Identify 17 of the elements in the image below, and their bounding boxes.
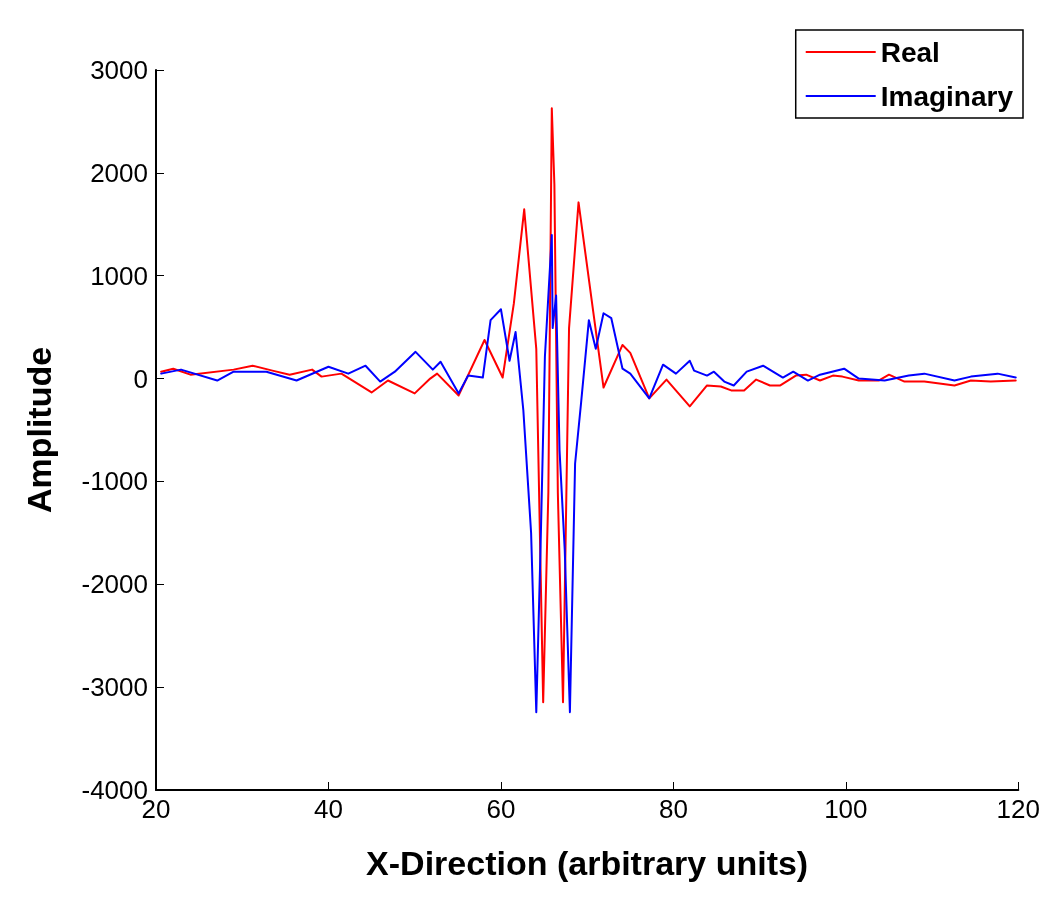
y-tick-label: -1000 <box>81 466 148 497</box>
y-tick-label: 2000 <box>90 157 148 188</box>
x-tick-label: 40 <box>314 794 343 824</box>
x-tick-label: 100 <box>824 794 868 824</box>
y-tick-label: -2000 <box>81 569 148 600</box>
y-tick-label: 1000 <box>90 260 148 291</box>
x-tick-label: 60 <box>486 794 516 824</box>
x-tick-label: 120 <box>996 794 1041 824</box>
y-tick-label: 3000 <box>90 55 148 85</box>
y-tick-label: 0 <box>133 363 148 394</box>
line-series <box>160 233 1017 714</box>
x-axis-title: X-Direction (arbitrary units) <box>366 844 809 882</box>
y-axis-title: Amplitude <box>20 346 58 514</box>
legend-label: Imaginary <box>880 80 1014 112</box>
y-tick-label: -3000 <box>81 672 148 703</box>
x-tick-label: 80 <box>658 794 688 824</box>
legend-label: Real <box>880 36 940 68</box>
